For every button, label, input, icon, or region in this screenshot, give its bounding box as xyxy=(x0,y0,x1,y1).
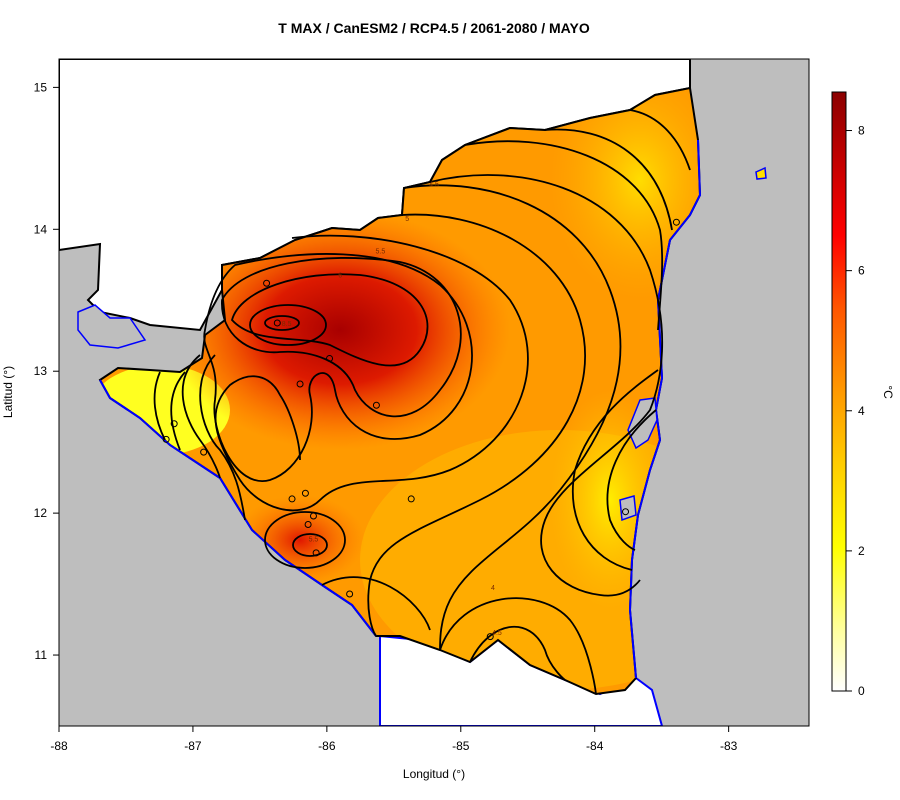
contour-label: 5.5 xyxy=(376,248,386,255)
contour-4-5 xyxy=(403,184,622,651)
x-tick-label: -86 xyxy=(318,739,336,753)
contour-6-5 xyxy=(221,257,462,418)
colorbar-tick-label: 6 xyxy=(858,264,865,278)
contour-4 xyxy=(429,174,664,597)
lagoon-pearl xyxy=(619,495,637,522)
y-tick-label: 15 xyxy=(34,80,48,94)
chart-title: T MAX / CanESM2 / RCP4.5 / 2061-2080 / M… xyxy=(278,20,590,36)
contour-e-3 xyxy=(606,409,657,551)
station-marker xyxy=(301,489,309,497)
station-marker xyxy=(326,354,334,362)
contour-2-5 xyxy=(629,109,691,171)
contour-w-3 xyxy=(153,371,166,441)
contour-sw-6-5 xyxy=(292,533,328,557)
colorbar-gradient xyxy=(831,91,847,692)
contour-w-6 xyxy=(199,354,246,521)
y-tick-label: 14 xyxy=(34,222,48,236)
isocontours xyxy=(153,109,691,695)
map: 8.5 6 5.5 5 4.5 5.5 4 4.5 xyxy=(59,59,809,726)
contour-w-5 xyxy=(181,354,221,479)
station-marker xyxy=(372,401,380,409)
colorbar-tick-label: 4 xyxy=(858,404,865,418)
station-marker xyxy=(296,380,304,388)
contour-7 xyxy=(231,273,429,367)
station-marker xyxy=(309,512,317,520)
contour-label: 4 xyxy=(491,585,495,592)
colorbar-label: °C xyxy=(881,385,895,399)
x-axis: -88 -87 -86 -85 -84 -83 xyxy=(50,726,738,753)
contour-label: 5.5 xyxy=(309,537,319,544)
contour-sw-6 xyxy=(264,511,346,569)
station-marker xyxy=(200,448,208,456)
contour-3-5 xyxy=(464,140,664,331)
contour-s-4 xyxy=(439,597,597,695)
colorbar-tick-label: 8 xyxy=(858,124,865,138)
colorbar-tick-label: 2 xyxy=(858,544,865,558)
y-tick-label: 13 xyxy=(34,364,48,378)
station-marker xyxy=(312,549,320,557)
gulf-fonseca xyxy=(77,304,147,349)
station-marker xyxy=(162,435,170,443)
pacific-coast xyxy=(99,379,377,637)
contour-3 xyxy=(544,128,673,231)
contour-5-5 xyxy=(214,234,529,512)
colorbar: 0 2 4 6 8 °C xyxy=(831,91,895,698)
contour-8-5 xyxy=(264,315,300,331)
contour-label: 4.5 xyxy=(492,630,502,637)
station-marker xyxy=(304,520,312,528)
station-marker xyxy=(346,590,354,598)
colorbar-ticks: 0 2 4 6 8 xyxy=(846,124,865,698)
plot-frame xyxy=(58,58,810,727)
cayo-island xyxy=(755,166,767,180)
y-axis: 11 12 13 14 15 xyxy=(34,80,59,662)
colorbar-tick-label: 0 xyxy=(858,684,865,698)
contour-e-4 xyxy=(571,369,659,571)
x-tick-label: -83 xyxy=(720,739,738,753)
station-marker xyxy=(407,495,415,503)
contour-s-4-5 xyxy=(469,625,566,681)
contour-label: 4.5 xyxy=(429,182,439,189)
station-marker xyxy=(672,218,680,226)
x-tick-label: -87 xyxy=(184,739,202,753)
station-marker xyxy=(486,633,494,641)
x-tick-label: -85 xyxy=(452,739,470,753)
contour-w-4 xyxy=(170,371,186,451)
y-axis-label: Latitud (°) xyxy=(1,366,15,418)
station-marker xyxy=(288,495,296,503)
contour-label: 8.5 xyxy=(282,321,292,328)
contour-6 xyxy=(203,253,473,482)
station-marker xyxy=(263,279,271,287)
station-marker xyxy=(622,508,630,516)
contour-labels: 8.5 6 5.5 5 4.5 5.5 4 4.5 xyxy=(282,182,502,637)
y-tick-label: 11 xyxy=(35,648,48,662)
x-tick-label: -88 xyxy=(50,739,68,753)
x-axis-label: Longitud (°) xyxy=(403,767,465,781)
station-marker xyxy=(170,420,178,428)
contour-label: 5 xyxy=(405,216,409,223)
stations xyxy=(162,218,680,641)
contour-s-5 xyxy=(321,576,431,631)
contour-8 xyxy=(249,304,327,346)
station-marker xyxy=(273,319,281,327)
y-tick-label: 12 xyxy=(34,506,48,520)
contour-label: 6 xyxy=(338,273,342,280)
x-tick-label: -84 xyxy=(586,739,604,753)
